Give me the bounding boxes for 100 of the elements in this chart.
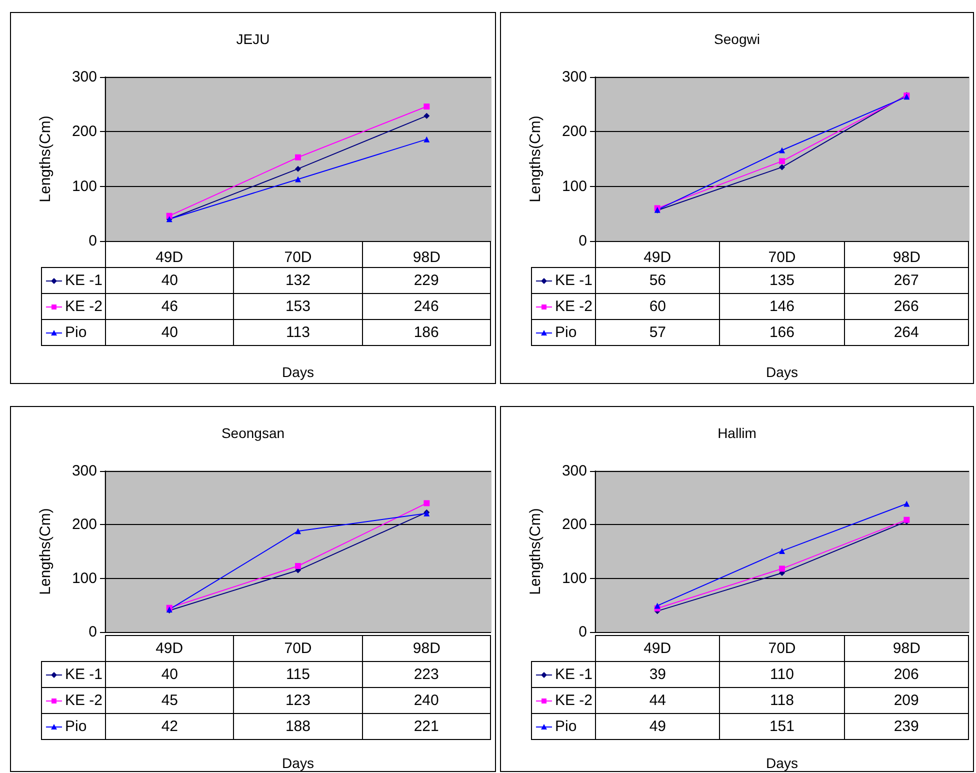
point bbox=[904, 500, 910, 507]
point bbox=[779, 147, 785, 154]
point bbox=[779, 548, 785, 554]
point bbox=[295, 166, 301, 172]
x-axis-title: Days bbox=[282, 364, 314, 380]
y-tick-label: 300 bbox=[72, 462, 97, 480]
y-tick-label: 300 bbox=[562, 462, 587, 480]
data-label: 240 bbox=[362, 688, 490, 714]
y-tick-label: 0 bbox=[578, 624, 587, 640]
chart-title: Seongsan bbox=[221, 425, 285, 441]
y-tick-label: 300 bbox=[562, 68, 587, 86]
y-tick-label: 100 bbox=[72, 178, 97, 195]
x-tick-label: 98D bbox=[412, 249, 441, 266]
x-tick-label: 49D bbox=[156, 640, 184, 657]
chart-title: JEJU bbox=[236, 31, 270, 47]
legend-label: KE -2 bbox=[65, 298, 103, 315]
y-tick-label: 200 bbox=[562, 123, 587, 140]
data-label: 266 bbox=[844, 294, 968, 320]
point bbox=[295, 176, 301, 182]
y-axis-title: Lengths(Cm) bbox=[527, 508, 544, 595]
y-tick-label: 0 bbox=[88, 232, 97, 250]
x-tick-label: 70D bbox=[768, 249, 796, 266]
x-tick-label: 49D bbox=[644, 249, 672, 266]
data-label: 123 bbox=[234, 688, 362, 714]
data-label: 209 bbox=[844, 688, 968, 714]
x-tick-label: 70D bbox=[768, 640, 796, 657]
chart-title: Seogwi bbox=[714, 31, 760, 47]
data-label: 113 bbox=[234, 320, 362, 346]
legend-label: KE -1 bbox=[65, 272, 103, 289]
data-label: 115 bbox=[234, 662, 362, 688]
x-axis-title: Days bbox=[766, 755, 798, 771]
legend-label: KE -1 bbox=[555, 666, 593, 683]
point bbox=[295, 528, 301, 534]
point bbox=[295, 154, 301, 160]
legend-label: Pio bbox=[555, 718, 577, 735]
legend-label: KE -1 bbox=[65, 666, 103, 683]
y-tick-label: 200 bbox=[72, 123, 97, 140]
data-label: 49 bbox=[596, 714, 720, 740]
point bbox=[424, 500, 430, 506]
legend-label: KE -2 bbox=[555, 298, 593, 315]
y-axis-title: Lengths(Cm) bbox=[527, 116, 544, 202]
x-tick-label: 49D bbox=[644, 640, 672, 657]
data-label: 135 bbox=[720, 268, 844, 294]
data-label: 221 bbox=[362, 714, 490, 740]
legend-label: KE -2 bbox=[555, 692, 593, 709]
data-label: 118 bbox=[720, 688, 844, 714]
data-label: 56 bbox=[596, 268, 720, 294]
x-tick-label: 98D bbox=[892, 249, 921, 266]
point bbox=[295, 562, 301, 569]
data-label: 60 bbox=[596, 294, 720, 320]
data-label: 46 bbox=[106, 294, 234, 320]
y-tick-label: 100 bbox=[562, 178, 587, 195]
data-label: 110 bbox=[720, 662, 844, 688]
data-label: 151 bbox=[720, 714, 844, 740]
y-axis-title: Lengths(Cm) bbox=[37, 508, 54, 595]
data-label: 40 bbox=[106, 662, 234, 688]
data-label: 42 bbox=[106, 714, 234, 740]
point bbox=[424, 104, 430, 110]
data-label: 246 bbox=[362, 294, 490, 320]
data-label: 267 bbox=[844, 268, 968, 294]
data-label: 146 bbox=[720, 294, 844, 320]
point bbox=[424, 112, 430, 119]
legend-label: Pio bbox=[65, 324, 87, 341]
point bbox=[779, 164, 785, 170]
legend-label: KE -2 bbox=[65, 692, 103, 709]
data-label: 206 bbox=[844, 662, 968, 688]
y-tick-label: 0 bbox=[88, 624, 97, 640]
legend-label: KE -1 bbox=[555, 272, 593, 289]
y-tick-label: 200 bbox=[562, 516, 587, 534]
data-label: 44 bbox=[596, 688, 720, 714]
data-label: 166 bbox=[720, 320, 844, 346]
y-tick-label: 0 bbox=[578, 232, 587, 250]
x-tick-label: 49D bbox=[156, 249, 184, 266]
data-label: 39 bbox=[596, 662, 720, 688]
x-axis-title: Days bbox=[282, 755, 314, 771]
x-tick-label: 98D bbox=[412, 640, 441, 657]
data-label: 223 bbox=[362, 662, 490, 688]
data-label: 229 bbox=[362, 268, 490, 294]
point bbox=[654, 602, 660, 609]
data-label: 40 bbox=[106, 320, 234, 346]
x-axis-title: Days bbox=[766, 364, 798, 380]
y-tick-label: 100 bbox=[72, 570, 97, 587]
legend-label: Pio bbox=[65, 718, 87, 735]
data-label: 239 bbox=[844, 714, 968, 740]
point bbox=[779, 566, 785, 572]
data-label: 132 bbox=[234, 268, 362, 294]
data-label: 40 bbox=[106, 268, 234, 294]
data-label: 153 bbox=[234, 294, 362, 320]
data-label: 57 bbox=[596, 320, 720, 346]
y-tick-label: 300 bbox=[72, 68, 97, 86]
data-label: 186 bbox=[362, 320, 490, 346]
point bbox=[424, 136, 430, 142]
point bbox=[779, 158, 785, 164]
y-tick-label: 200 bbox=[72, 516, 97, 534]
data-label: 264 bbox=[844, 320, 968, 346]
x-tick-label: 98D bbox=[892, 640, 921, 657]
data-label: 188 bbox=[234, 714, 362, 740]
data-label: 45 bbox=[106, 688, 234, 714]
x-tick-label: 70D bbox=[284, 249, 312, 266]
legend-label: Pio bbox=[555, 324, 577, 341]
